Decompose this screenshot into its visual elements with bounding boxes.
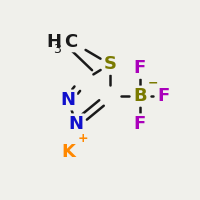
Text: H: H bbox=[46, 33, 61, 51]
Text: F: F bbox=[134, 59, 146, 77]
Text: C: C bbox=[64, 33, 78, 51]
Text: N: N bbox=[69, 115, 84, 133]
Text: B: B bbox=[133, 87, 147, 105]
Text: 3: 3 bbox=[53, 43, 61, 56]
Text: +: + bbox=[77, 132, 88, 145]
Text: S: S bbox=[103, 55, 116, 73]
Text: F: F bbox=[157, 87, 170, 105]
Text: K: K bbox=[61, 143, 75, 161]
Text: F: F bbox=[134, 115, 146, 133]
Text: −: − bbox=[148, 76, 158, 89]
Text: N: N bbox=[61, 91, 76, 109]
